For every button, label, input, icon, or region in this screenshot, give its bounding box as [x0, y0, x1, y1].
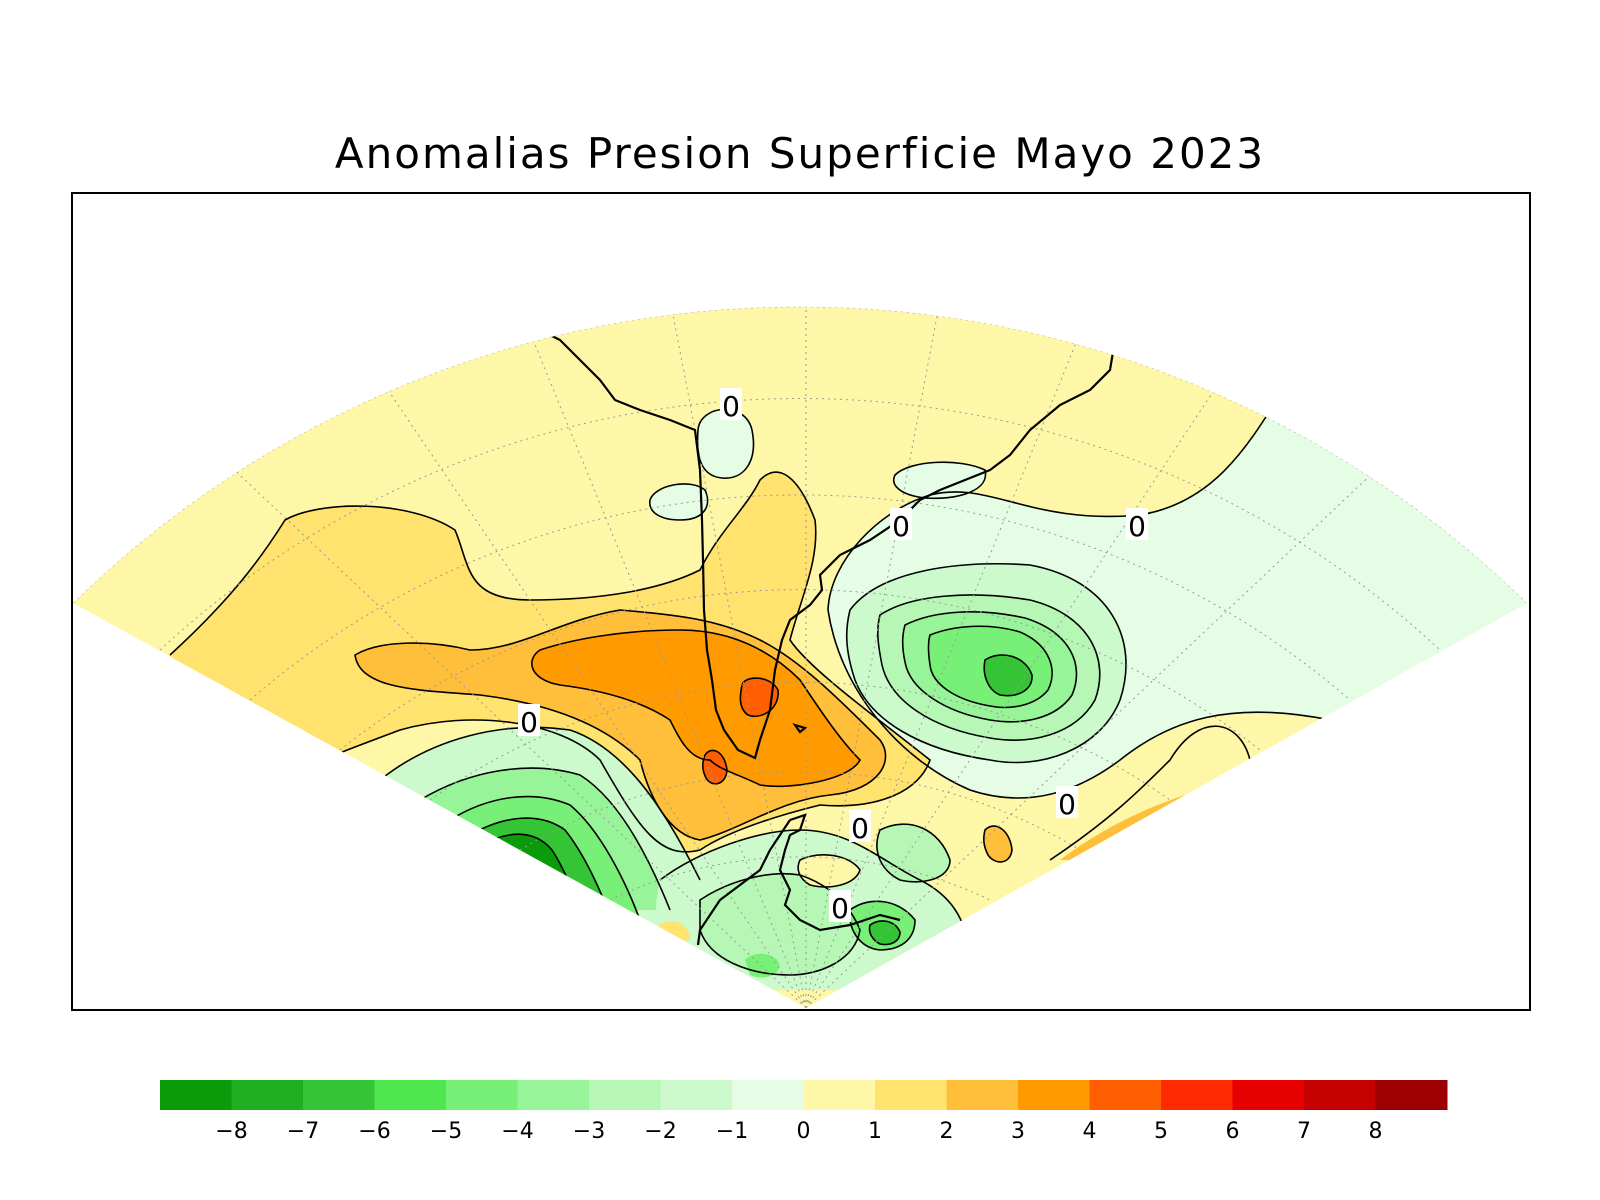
contour-label-4: 0 [518, 704, 540, 739]
colorbar-tick-label: 8 [1369, 1119, 1383, 1144]
contour-lines [169, 356, 1331, 991]
colorbar-swatch [231, 1080, 304, 1110]
field-plus-5-a [740, 678, 779, 717]
south-america-coast [508, 306, 1117, 760]
colorbar-swatch [732, 1080, 804, 1110]
field-small-negative-3 [893, 462, 986, 499]
colorbar: −8 −7 −6 −5 −4 −3 −2 −1 0 1 2 3 4 5 6 7 8 [160, 1080, 1448, 1144]
colorbar-swatch [946, 1080, 1019, 1110]
contour-label-2: 0 [890, 508, 912, 543]
contour-label-7: 0 [829, 890, 851, 925]
contour-labels: 0 0 0 0 0 0 0 [518, 388, 1148, 925]
colorbar-swatch [589, 1080, 661, 1110]
field-small-negative-1 [697, 409, 754, 479]
colorbar-tick-label: −4 [501, 1119, 533, 1144]
svg-text:0: 0 [520, 706, 538, 739]
graticule [73, 306, 1527, 1008]
colorbar-tick-label: 2 [940, 1119, 954, 1144]
colorbar-tick-label: 6 [1226, 1119, 1240, 1144]
colorbar-swatch [1375, 1080, 1448, 1110]
colorbar-tick-label: 5 [1154, 1119, 1168, 1144]
colorbar-tick-label: −3 [573, 1119, 605, 1144]
contour-label-1: 0 [720, 388, 742, 423]
colorbar-swatch [875, 1080, 947, 1110]
contour-label-6: 0 [849, 810, 871, 845]
field-antarctic-neg-6 [876, 824, 950, 882]
contour-label-3: 0 [1126, 508, 1148, 543]
field-antarctic-neg-2 [700, 873, 860, 975]
contour-label-5: 0 [1056, 786, 1078, 821]
field-antarctic-neg-4 [869, 920, 900, 945]
svg-text:0: 0 [1058, 788, 1076, 821]
colorbar-tick-label: 4 [1083, 1119, 1097, 1144]
antarctic-peninsula-coast [696, 813, 901, 946]
field-positive-pocket-3 [798, 854, 860, 887]
colorbar-swatch [660, 1080, 733, 1110]
colorbar-swatch [803, 1080, 876, 1110]
colorbar-swatch [374, 1080, 447, 1110]
field-east-neg-5 [984, 655, 1033, 696]
colorbar-swatch [1232, 1080, 1305, 1110]
colorbar-swatch [303, 1080, 375, 1110]
colorbar-swatch [1018, 1080, 1090, 1110]
field-positive-pocket-1 [983, 826, 1012, 862]
svg-text:0: 0 [722, 390, 740, 423]
colorbar-swatch [517, 1080, 590, 1110]
colorbar-tick-label: −7 [287, 1119, 319, 1144]
colorbar-tick-label: −2 [644, 1119, 676, 1144]
colorbar-swatch [160, 1080, 232, 1110]
colorbar-swatch [1089, 1080, 1162, 1110]
colorbar-tick-label: 7 [1297, 1119, 1311, 1144]
island-2 [792, 723, 808, 734]
svg-text:0: 0 [892, 510, 910, 543]
colorbar-tick-label: −1 [716, 1119, 748, 1144]
colorbar-tick-label: −5 [430, 1119, 462, 1144]
svg-text:0: 0 [1128, 510, 1146, 543]
colorbar-tick-label: −6 [358, 1119, 390, 1144]
colorbar-swatch [1161, 1080, 1233, 1110]
colorbar-swatch [1304, 1080, 1376, 1110]
map-title: Anomalias Presion Superficie Mayo 2023 [335, 129, 1265, 178]
svg-text:0: 0 [831, 892, 849, 925]
field-plus-5-b [702, 750, 727, 784]
colorbar-swatch [446, 1080, 518, 1110]
colorbar-tick-label: 3 [1011, 1119, 1025, 1144]
colorbar-tick-label: 1 [868, 1119, 882, 1144]
colorbar-tick-label: 0 [797, 1119, 811, 1144]
svg-text:0: 0 [851, 812, 869, 845]
field-small-negative-2 [649, 483, 708, 520]
colorbar-tick-label: −8 [215, 1119, 247, 1144]
field-plus-4 [531, 630, 860, 787]
